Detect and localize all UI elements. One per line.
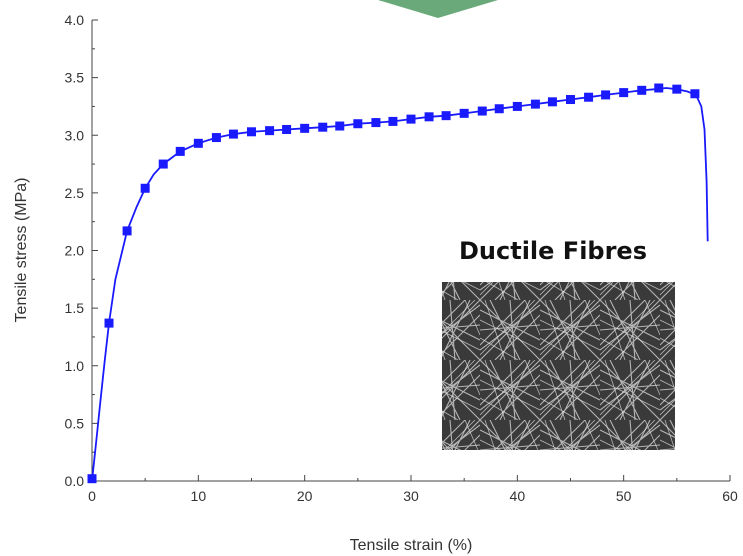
x-tick-label: 0 (88, 488, 96, 504)
x-tick-label: 60 (722, 488, 738, 504)
data-point-marker (158, 159, 168, 169)
data-point-marker (584, 92, 594, 102)
data-point-marker (318, 122, 328, 132)
data-point-marker (228, 129, 238, 139)
x-tick-label: 20 (297, 488, 313, 504)
data-point-marker (494, 104, 504, 114)
data-point-marker (87, 474, 97, 484)
top-arrow-decoration (378, 0, 498, 18)
data-point-marker (459, 108, 469, 118)
x-ticks: 0 10 20 30 40 50 60 (88, 475, 738, 504)
y-tick-label: 0.0 (65, 473, 85, 489)
series-markers (87, 83, 700, 484)
y-ticks: 0.0 0.5 1.0 1.5 2.0 2.5 3.0 3.5 4.0 (65, 12, 98, 489)
x-axis-label: Tensile strain (%) (350, 537, 473, 554)
y-tick-label: 1.5 (65, 300, 85, 316)
y-tick-label: 1.0 (65, 358, 85, 374)
data-point-marker (547, 97, 557, 107)
data-point-marker (211, 133, 221, 143)
y-tick-label: 0.5 (65, 415, 85, 431)
y-tick-label: 4.0 (65, 12, 85, 28)
y-tick-label: 3.5 (65, 70, 85, 86)
data-point-marker (122, 226, 132, 236)
data-point-marker (388, 116, 398, 126)
x-tick-label: 40 (510, 488, 526, 504)
data-point-marker (690, 89, 700, 99)
x-tick-label: 30 (403, 488, 419, 504)
data-point-marker (424, 112, 434, 122)
data-point-marker (637, 85, 647, 95)
y-tick-label: 3.0 (65, 127, 85, 143)
inset: Ductile Fibres (442, 237, 675, 450)
data-point-marker (601, 90, 611, 100)
data-point-marker (335, 121, 345, 131)
data-point-marker (566, 95, 575, 105)
data-point-marker (619, 88, 629, 98)
data-point-marker (530, 99, 540, 109)
data-point-marker (512, 101, 522, 111)
data-point-marker (654, 83, 664, 93)
data-point-marker (104, 318, 114, 328)
data-point-marker (300, 123, 310, 133)
data-point-marker (265, 126, 275, 136)
data-point-marker (672, 84, 682, 94)
inset-title: Ductile Fibres (459, 237, 647, 265)
data-point-marker (140, 183, 150, 193)
data-point-marker (441, 111, 451, 121)
data-point-marker (247, 127, 256, 137)
data-point-marker (193, 138, 203, 148)
x-tick-label: 50 (616, 488, 632, 504)
ductile-fibres-sem-image (442, 282, 675, 450)
data-point-marker (353, 119, 363, 129)
data-point-marker (406, 114, 416, 124)
y-tick-label: 2.0 (65, 243, 85, 259)
y-tick-label: 2.5 (65, 185, 85, 201)
data-point-marker (371, 118, 381, 128)
y-axis-label: Tensile stress (MPa) (13, 178, 30, 323)
data-point-marker (477, 106, 487, 116)
data-point-marker (282, 124, 292, 134)
data-point-marker (175, 146, 185, 156)
x-tick-label: 10 (191, 488, 207, 504)
